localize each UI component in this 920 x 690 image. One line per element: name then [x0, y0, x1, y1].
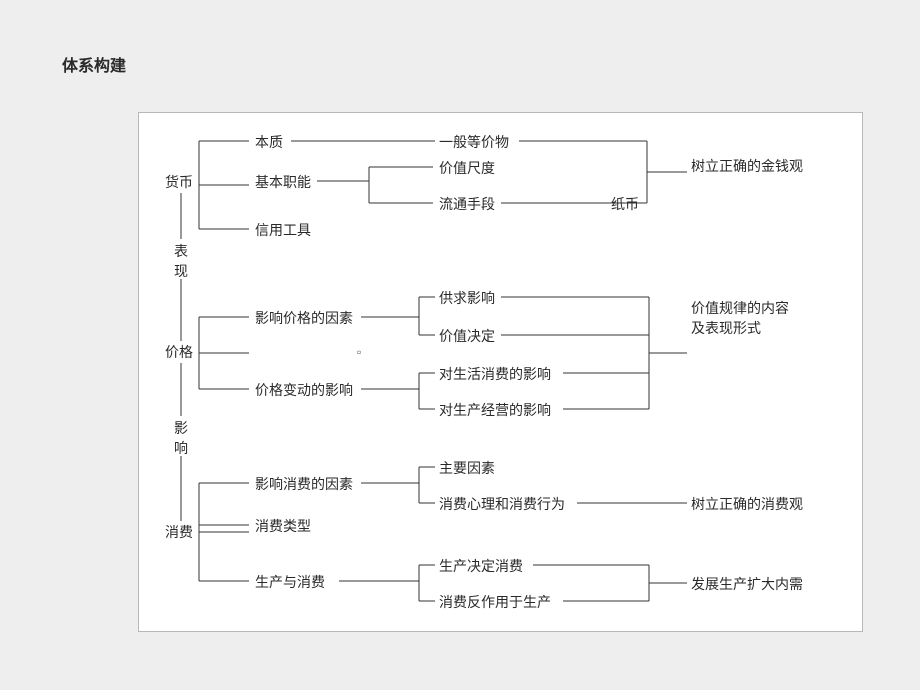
node-m22b: 对生产经营的影响 — [439, 401, 551, 419]
node-n12: 基本职能 — [255, 173, 311, 191]
node-root2: 价格 — [165, 343, 193, 361]
center-marker: ▫ — [357, 345, 361, 359]
node-r1: 树立正确的金钱观 — [691, 157, 803, 175]
node-r2a: 价值规律的内容 — [691, 299, 789, 317]
diagram-panel: ▫ 货币价格消费 表现影响 本质基本职能信用工具影响价格的因素价格变动的影响影响消费… — [138, 112, 863, 632]
node-r3: 树立正确的消费观 — [691, 495, 803, 513]
node-m12a: 价值尺度 — [439, 159, 495, 177]
node-edge12: 表现 — [173, 241, 189, 281]
node-m11: 一般等价物 — [439, 133, 509, 151]
node-r4: 发展生产扩大内需 — [691, 575, 803, 593]
node-m22a: 对生活消费的影响 — [439, 365, 551, 383]
node-n32: 消费类型 — [255, 517, 311, 535]
node-n33: 生产与消费 — [255, 573, 325, 591]
node-m33b: 消费反作用于生产 — [439, 593, 551, 611]
node-n22: 价格变动的影响 — [255, 381, 353, 399]
node-m31b: 消费心理和消费行为 — [439, 495, 565, 513]
node-n21: 影响价格的因素 — [255, 309, 353, 327]
node-paper: 纸币 — [611, 195, 639, 213]
node-root3: 消费 — [165, 523, 193, 541]
page-title: 体系构建 — [62, 52, 126, 76]
node-edge23: 影响 — [173, 418, 189, 458]
node-m33a: 生产决定消费 — [439, 557, 523, 575]
node-m12b: 流通手段 — [439, 195, 495, 213]
node-r2b: 及表现形式 — [691, 319, 761, 337]
node-n31: 影响消费的因素 — [255, 475, 353, 493]
node-n13: 信用工具 — [255, 221, 311, 239]
node-root1: 货币 — [165, 173, 193, 191]
node-m31a: 主要因素 — [439, 459, 495, 477]
node-m21a: 供求影响 — [439, 289, 495, 307]
node-n11: 本质 — [255, 133, 283, 151]
node-m21b: 价值决定 — [439, 327, 495, 345]
